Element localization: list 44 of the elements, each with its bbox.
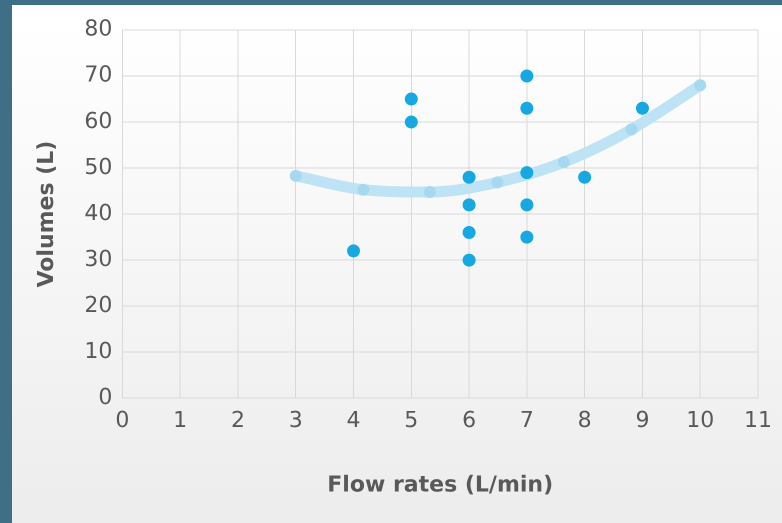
x-tick-label: 2 bbox=[230, 408, 245, 434]
point bbox=[404, 92, 418, 106]
point bbox=[578, 170, 592, 184]
point bbox=[462, 170, 476, 184]
x-tick-label: 7 bbox=[520, 408, 534, 434]
x-tick-label: 8 bbox=[578, 408, 592, 434]
x-tick-label: 6 bbox=[462, 408, 476, 434]
y-tick-label: 70 bbox=[84, 62, 112, 88]
point bbox=[462, 254, 476, 267]
point bbox=[694, 79, 706, 92]
y-tick-label: 80 bbox=[84, 16, 112, 42]
x-tick-label: 1 bbox=[173, 408, 188, 434]
x-tick-label: 5 bbox=[404, 408, 418, 434]
point bbox=[462, 226, 476, 240]
x-tick-label: 0 bbox=[115, 408, 130, 434]
x-tick-label: 4 bbox=[346, 408, 361, 434]
y-tick-label: 60 bbox=[84, 108, 112, 134]
y-tick-label: 30 bbox=[84, 246, 112, 272]
point bbox=[520, 230, 534, 244]
y-tick-label: 50 bbox=[84, 154, 112, 180]
y-axis-title: Volumes (L) bbox=[34, 140, 59, 288]
point bbox=[404, 116, 418, 129]
point bbox=[462, 198, 476, 212]
point bbox=[491, 176, 504, 188]
point bbox=[520, 102, 534, 115]
point bbox=[290, 170, 302, 182]
y-tick-label: 40 bbox=[84, 200, 112, 226]
point bbox=[636, 102, 649, 115]
point bbox=[357, 184, 370, 196]
point bbox=[424, 186, 436, 198]
point bbox=[558, 156, 570, 168]
y-tick-label: 20 bbox=[84, 292, 112, 318]
point bbox=[520, 166, 534, 180]
y-tick-label: 10 bbox=[84, 338, 112, 364]
x-tick-label: 11 bbox=[744, 408, 772, 434]
y-tick-label: 0 bbox=[98, 384, 112, 410]
point bbox=[520, 70, 534, 83]
x-tick-label: 3 bbox=[288, 408, 303, 434]
point bbox=[625, 123, 638, 136]
point bbox=[520, 198, 534, 212]
x-axis-title: Flow rates (L/min) bbox=[327, 472, 554, 498]
x-tick-label: 10 bbox=[686, 408, 714, 434]
point bbox=[347, 244, 360, 258]
x-tick-label: 9 bbox=[635, 408, 650, 434]
